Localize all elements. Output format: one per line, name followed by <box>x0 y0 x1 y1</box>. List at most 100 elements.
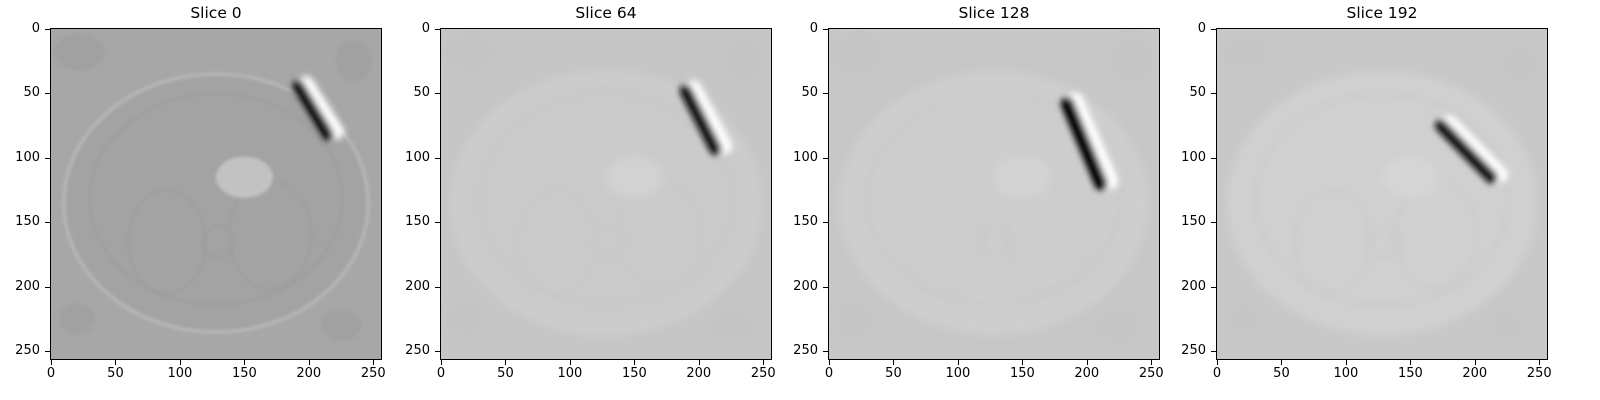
y-tick-label: 100 <box>405 149 430 165</box>
y-tick-label: 0 <box>421 21 430 36</box>
x-tick-label: 100 <box>167 366 193 381</box>
x-tick-mark <box>1217 360 1218 365</box>
y-tick-label: 100 <box>793 149 818 165</box>
x-tick-label: 50 <box>107 366 124 381</box>
y-tick-mark <box>435 222 440 224</box>
x-tick-label: 150 <box>1397 366 1423 381</box>
vertebra-outline <box>1368 225 1401 258</box>
artifact-bright <box>685 80 733 155</box>
body-region <box>453 74 759 332</box>
panel-title: Slice 128 <box>958 4 1030 22</box>
x-tick-mark <box>1086 360 1088 365</box>
y-tick-mark <box>45 351 50 353</box>
y-tick-label: 0 <box>809 21 818 36</box>
x-tick-mark <box>244 360 246 365</box>
x-tick-label: 250 <box>1138 366 1164 381</box>
slice-panel: Slice 0 0 50 100 150 200 250 0 50 100 15… <box>0 0 398 400</box>
y-tick-label: 150 <box>405 214 430 230</box>
y-tick-mark <box>823 157 828 159</box>
y-tick-mark <box>823 351 828 353</box>
x-tick-mark <box>308 360 310 365</box>
y-tick-mark <box>435 157 440 159</box>
panel-title: Slice 192 <box>1346 4 1418 22</box>
corner-shadow <box>335 40 372 82</box>
y-tick-mark <box>823 93 828 95</box>
panel-title: Slice 64 <box>575 4 637 22</box>
anatomy-layer <box>831 34 1150 341</box>
x-tick-label: 0 <box>1212 366 1222 381</box>
x-tick-label: 0 <box>436 366 446 381</box>
y-tick-mark <box>1211 222 1216 224</box>
artifact-dark <box>679 84 722 156</box>
artifact-dark <box>292 80 334 141</box>
inner-ring <box>866 92 1122 306</box>
x-tick-label: 150 <box>231 366 257 381</box>
y-tick-mark <box>1211 29 1216 30</box>
x-tick-label: 50 <box>885 366 902 381</box>
axes-frame <box>50 28 382 360</box>
x-tick-label: 50 <box>1273 366 1290 381</box>
corner-shadow <box>1224 303 1261 335</box>
corner-shadow <box>1501 40 1538 82</box>
y-tick-mark <box>435 29 440 30</box>
x-tick-mark <box>1345 360 1347 365</box>
artifact-bright <box>1066 92 1119 190</box>
y-tick-label: 150 <box>15 214 40 230</box>
slice-image <box>1217 29 1547 359</box>
y-tick-label: 100 <box>1181 149 1206 165</box>
x-tick-mark <box>1281 360 1283 365</box>
corner-shadow <box>1113 40 1150 82</box>
y-tick-label: 200 <box>405 278 430 294</box>
artifact-layer <box>1435 115 1509 184</box>
x-tick-mark <box>829 360 830 365</box>
y-tick-mark <box>45 93 50 95</box>
corner-shadow <box>443 34 496 71</box>
y-tick-mark <box>1211 286 1216 288</box>
slice-image <box>51 29 381 359</box>
y-tick-label: 250 <box>15 343 40 359</box>
y-tick-mark <box>823 222 828 224</box>
y-tick-label: 50 <box>801 85 818 101</box>
image-axes: 0 50 100 150 200 250 0 50 100 150 200 25… <box>405 22 776 381</box>
x-tick-label: 250 <box>1526 366 1552 381</box>
y-tick-label: 200 <box>793 278 818 294</box>
organ-outline <box>517 189 597 295</box>
x-tick-mark <box>505 360 507 365</box>
y-tick-mark <box>1211 157 1216 159</box>
inner-ring <box>478 92 734 306</box>
y-tick-label: 100 <box>15 149 40 165</box>
x-tick-mark <box>1022 360 1024 365</box>
y-tick-label: 50 <box>1189 85 1206 101</box>
x-tick-mark <box>1539 360 1541 365</box>
artifact-layer <box>1060 92 1119 191</box>
x-tick-label: 0 <box>824 366 834 381</box>
axes-frame <box>828 28 1160 360</box>
corner-shadow <box>710 310 752 341</box>
artifact-bright <box>299 76 345 140</box>
image-axes: 0 50 100 150 200 250 0 50 100 150 200 25… <box>793 22 1164 381</box>
y-tick-mark <box>823 286 828 288</box>
inner-ring <box>88 92 344 306</box>
corner-shadow <box>1219 34 1272 71</box>
y-tick-mark <box>435 93 440 95</box>
x-tick-label: 0 <box>46 366 56 381</box>
x-tick-label: 50 <box>497 366 514 381</box>
x-tick-label: 150 <box>1009 366 1035 381</box>
organ-outline <box>905 189 985 295</box>
x-tick-label: 200 <box>1074 366 1100 381</box>
y-tick-mark <box>435 351 440 353</box>
y-tick-mark <box>1211 93 1216 95</box>
x-tick-label: 200 <box>296 366 322 381</box>
vertebra-outline <box>980 225 1013 258</box>
x-tick-mark <box>569 360 571 365</box>
corner-shadow <box>1098 310 1140 341</box>
y-tick-label: 250 <box>793 343 818 359</box>
x-tick-mark <box>763 360 765 365</box>
y-tick-label: 0 <box>1197 21 1206 36</box>
body-outline <box>62 72 370 334</box>
x-tick-mark <box>441 360 442 365</box>
x-tick-label: 250 <box>750 366 776 381</box>
slice-panel: Slice 192 0 50 100 150 200 250 0 50 100 … <box>1166 0 1564 400</box>
anatomy-layer <box>443 34 762 341</box>
x-tick-mark <box>698 360 700 365</box>
